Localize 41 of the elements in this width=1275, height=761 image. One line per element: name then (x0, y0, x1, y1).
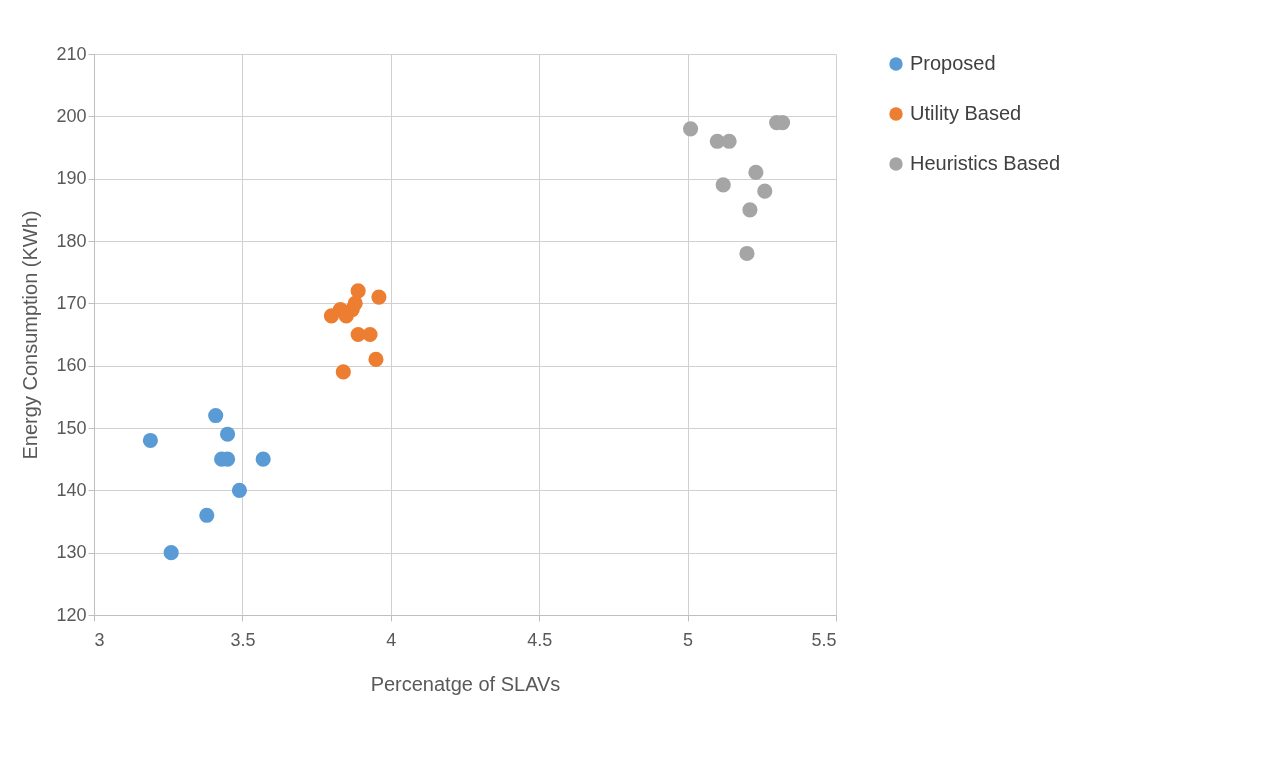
legend-label: Proposed (910, 52, 996, 74)
point (739, 245, 755, 262)
point (347, 295, 363, 311)
y-tick-label: 140 (56, 479, 87, 500)
point (371, 289, 387, 305)
y-tick-label: 190 (56, 168, 87, 189)
x-tick-label: 4.5 (527, 629, 553, 650)
point (231, 482, 248, 498)
y-tick-label: 210 (56, 43, 87, 64)
point (142, 432, 158, 449)
y-tick-label: 170 (56, 292, 87, 313)
x-tick-label: 3.5 (230, 629, 256, 650)
point (199, 507, 215, 523)
point (757, 183, 773, 199)
y-tick-label: 130 (56, 542, 87, 563)
x-axis-title: Percenatge of SLAVs (370, 672, 561, 695)
point (350, 283, 366, 299)
point (742, 202, 758, 218)
y-axis-title: Energy Consumption (KWh) (19, 210, 42, 460)
point (715, 177, 731, 193)
legend-label: Utility Based (910, 102, 1022, 124)
legend-label: Heuristics Based (910, 152, 1061, 174)
y-tick-label: 120 (56, 604, 87, 625)
point (335, 364, 351, 380)
y-tick-label: 180 (56, 230, 87, 251)
x-tick-label: 5 (683, 629, 694, 650)
point (208, 407, 224, 424)
point (368, 351, 384, 367)
point (721, 133, 737, 149)
point (219, 426, 236, 442)
y-tick-label: 150 (56, 417, 87, 438)
point (682, 121, 699, 137)
y-tick-label: 200 (56, 105, 87, 126)
x-tick-label: 3 (94, 629, 105, 650)
point (748, 164, 764, 180)
x-tick-label: 4 (386, 629, 397, 650)
point (163, 545, 179, 561)
y-tick-label: 160 (56, 355, 87, 376)
point (362, 326, 378, 343)
x-tick-label: 5.5 (811, 629, 837, 650)
point (255, 451, 271, 467)
